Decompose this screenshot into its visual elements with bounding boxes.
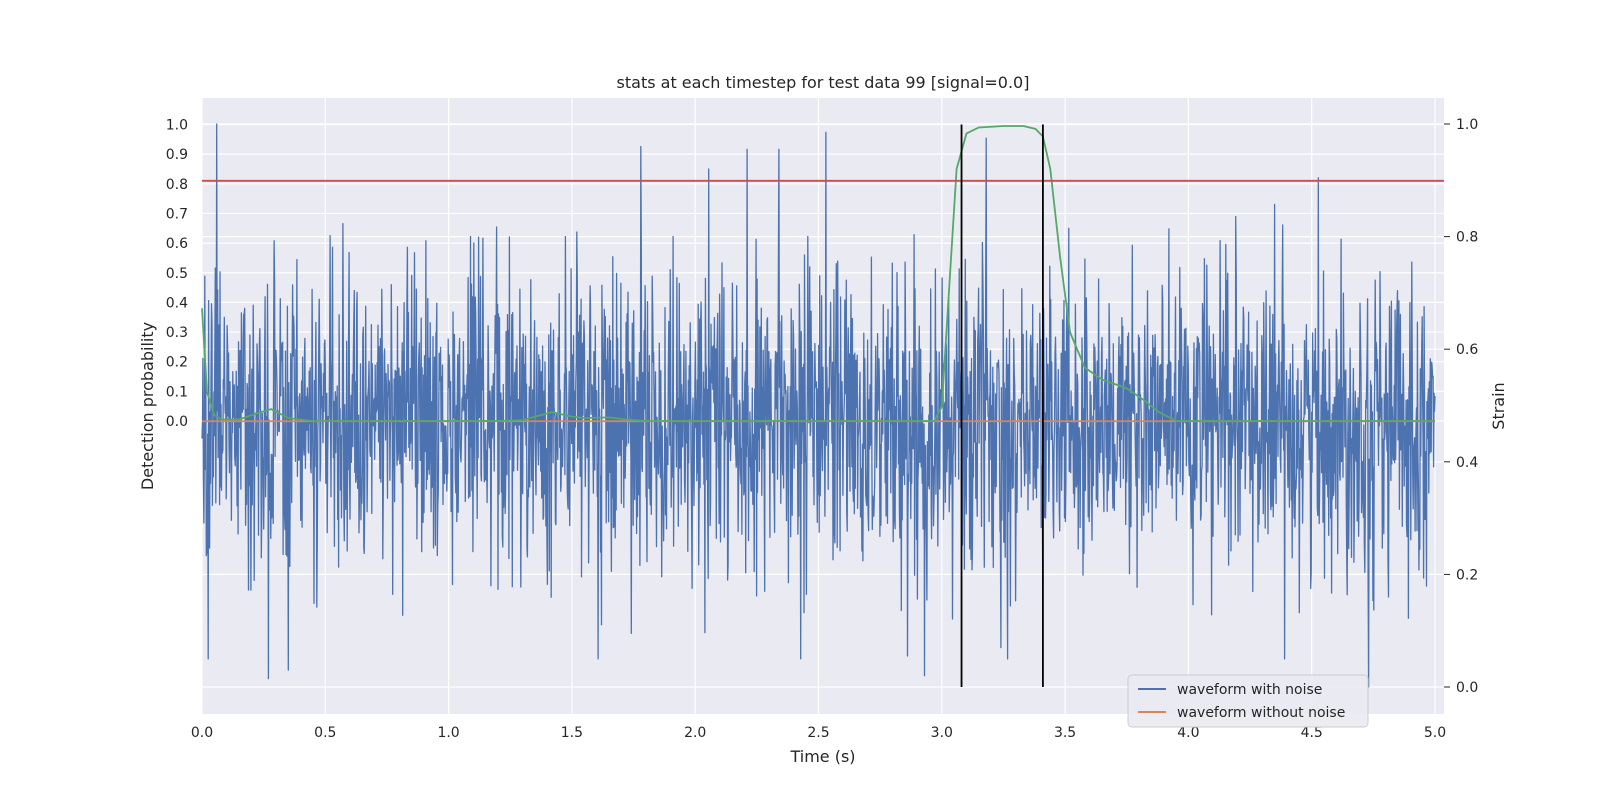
x-tick-label: 1.5 xyxy=(561,725,583,741)
y-axis-label-right: Strain xyxy=(1489,382,1508,429)
marker-layer xyxy=(960,124,1044,687)
x-tick-label: 0.0 xyxy=(191,725,213,741)
legend-label-noise: waveform with noise xyxy=(1177,682,1322,698)
left-y-tick-label: 0.4 xyxy=(166,295,188,311)
x-tick-label: 2.0 xyxy=(684,725,706,741)
left-y-tick-label: 0.1 xyxy=(166,384,188,400)
left-y-tick-label: 0.2 xyxy=(166,355,188,371)
x-tick-label: 3.5 xyxy=(1054,725,1076,741)
legend-box xyxy=(1127,674,1369,728)
axis-layer: 0.0 0.5 1.0 1.5 2.0 2.5 3.0 3.5 4.0 4.5 5.0 0.0 0.1 0… xyxy=(166,117,1479,741)
probability-layer xyxy=(201,125,1435,422)
left-y-tick-label: 0.6 xyxy=(166,236,188,252)
x-tick-label: 5.0 xyxy=(1424,725,1446,741)
noise-waveform-layer xyxy=(201,123,1436,688)
right-y-tick-label: 0.2 xyxy=(1456,567,1478,583)
left-y-tick-label: 0.5 xyxy=(166,266,188,282)
left-y-tick-label: 0.3 xyxy=(166,325,188,341)
probability-curve xyxy=(201,125,1435,422)
right-y-tick-label: 0.6 xyxy=(1456,342,1478,358)
x-tick-label: 2.5 xyxy=(807,725,829,741)
x-tick-label: 0.5 xyxy=(314,725,336,741)
legend: waveform with noise waveform without noi… xyxy=(1127,674,1369,728)
x-tick-label: 4.0 xyxy=(1177,725,1199,741)
noise-waveform-line xyxy=(201,123,1436,688)
right-y-tick-label: 1.0 xyxy=(1456,117,1478,133)
right-y-tick-label: 0.8 xyxy=(1456,230,1478,246)
x-tick-label: 3.0 xyxy=(931,725,953,741)
left-y-tick-label: 0.7 xyxy=(166,206,188,222)
x-tick-label: 4.5 xyxy=(1301,725,1323,741)
x-tick-label: 1.0 xyxy=(437,725,459,741)
left-y-tick-label: 1.0 xyxy=(166,118,188,134)
left-y-tick-label: 0.8 xyxy=(166,177,188,193)
right-y-tick-label: 0.0 xyxy=(1456,680,1478,696)
chart-title: stats at each timestep for test data 99 … xyxy=(617,73,1030,92)
left-y-tick-label: 0.0 xyxy=(166,414,188,430)
right-y-tick-label: 0.4 xyxy=(1456,455,1478,471)
x-axis-label: Time (s) xyxy=(789,747,855,766)
y-axis-label-left: Detection probability xyxy=(138,322,157,490)
left-y-tick-label: 0.9 xyxy=(166,147,188,163)
legend-label-clean: waveform without noise xyxy=(1177,705,1345,721)
